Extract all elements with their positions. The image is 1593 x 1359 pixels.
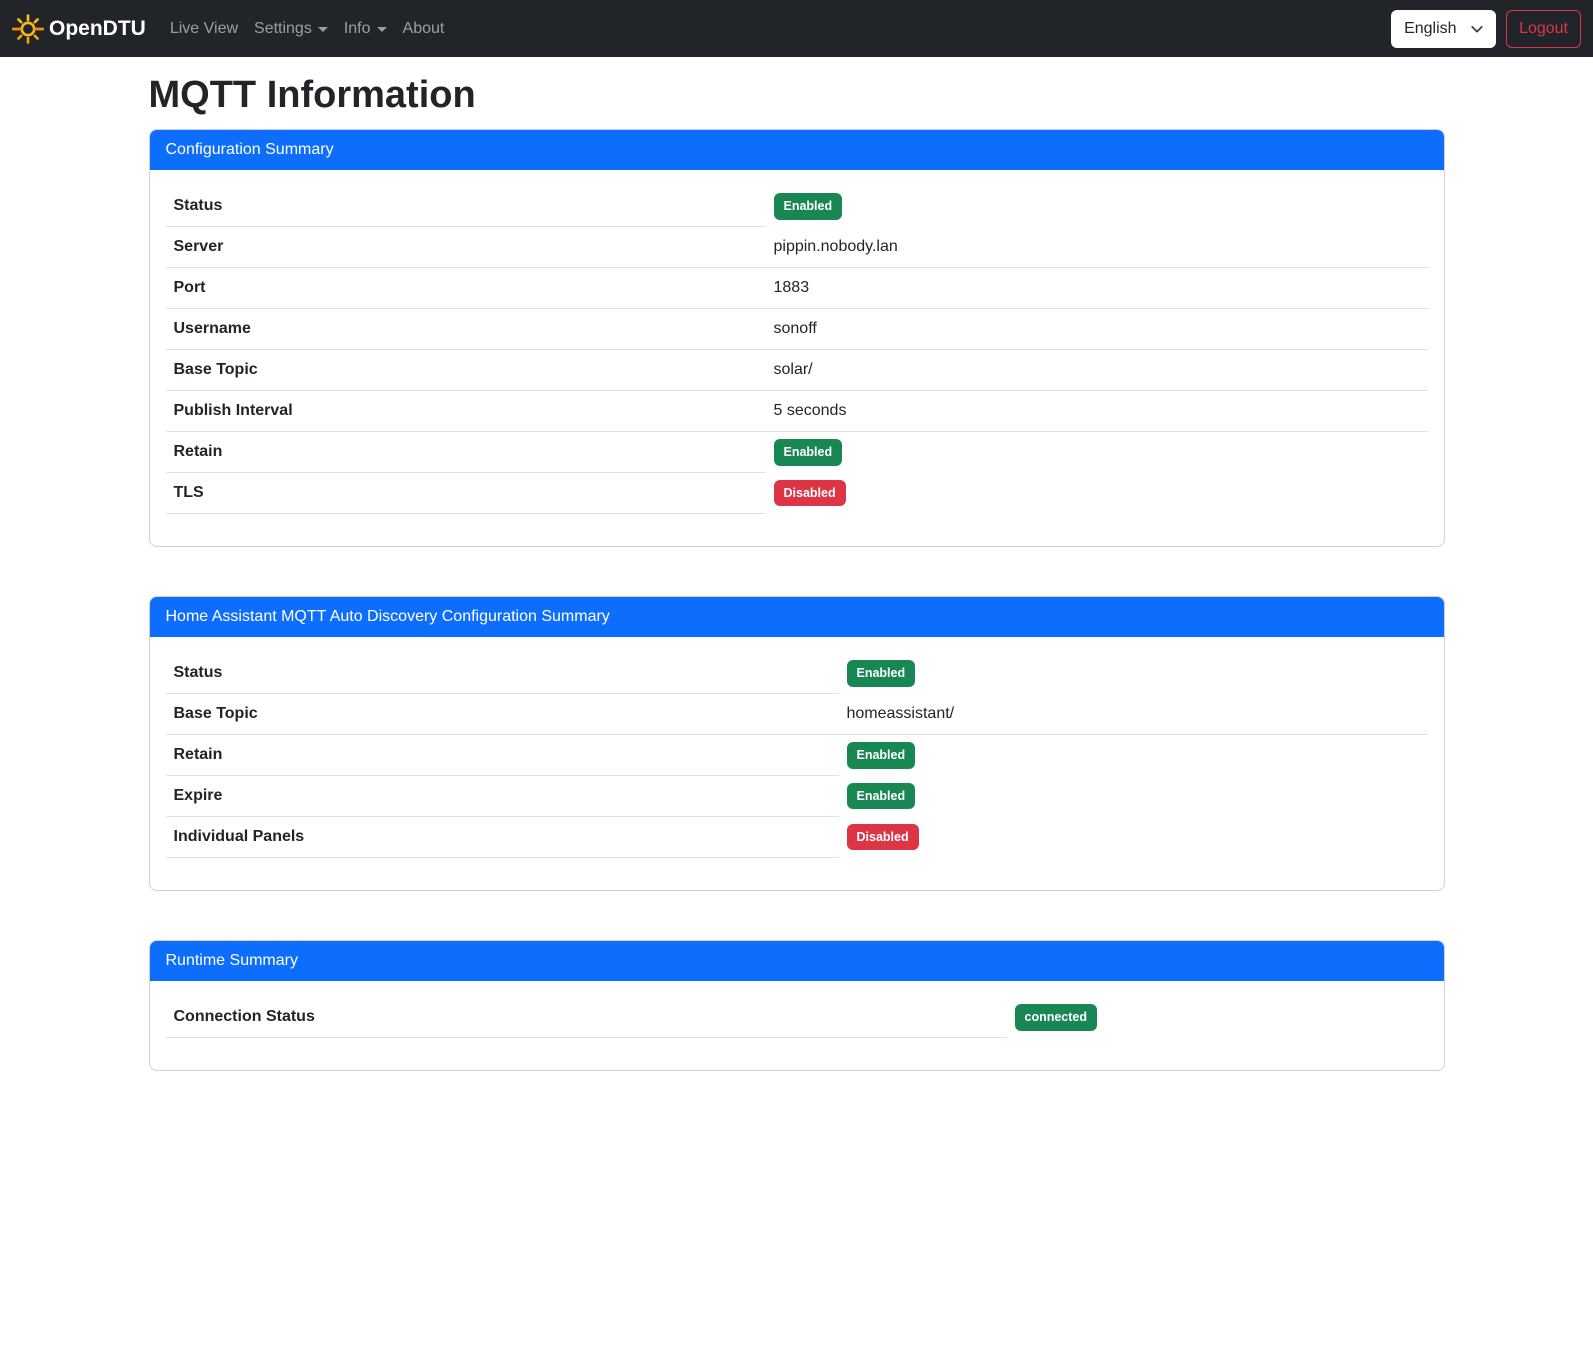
status-badge: Enabled — [846, 782, 916, 810]
card-body: Status Enabled Server pippin.nobody.lan … — [150, 170, 1444, 546]
table-row-status: Status Enabled — [165, 653, 1428, 694]
card-header: Configuration Summary — [149, 130, 1444, 170]
navbar: OpenDTU Live View Settings Info About En… — [0, 0, 1593, 57]
table-row-server: Server pippin.nobody.lan — [165, 226, 1428, 268]
status-badge: connected — [1014, 1004, 1098, 1031]
row-label: Username — [165, 308, 766, 350]
table-row-expire: Expire Enabled — [165, 775, 1428, 817]
page-title: MQTT Information — [148, 74, 476, 116]
row-value: solar/ — [765, 349, 1428, 391]
row-label: Retain — [165, 431, 766, 473]
ha-auto-discovery-card: Home Assistant MQTT Auto Discovery Confi… — [148, 596, 1445, 891]
row-label: Port — [165, 267, 766, 309]
card-title: Configuration Summary — [165, 141, 334, 158]
row-label: Base Topic — [165, 693, 839, 735]
navbar-right: English Logout — [1391, 9, 1581, 48]
nav-item-live-view[interactable]: Live View — [169, 19, 239, 37]
configuration-summary-card: Configuration Summary Status Enabled Ser… — [148, 129, 1445, 547]
card-body: Connection Status connected — [150, 981, 1444, 1070]
language-selected-value: English — [1404, 19, 1457, 37]
status-badge: Disabled — [773, 479, 846, 507]
status-badge: Enabled — [846, 742, 916, 769]
table-row-individual-panels: Individual Panels Disabled — [165, 816, 1428, 858]
logout-button[interactable]: Logout — [1506, 9, 1581, 48]
card-header: Runtime Summary — [149, 941, 1444, 981]
row-label: Publish Interval — [165, 390, 766, 432]
nav-item-info[interactable]: Info — [336, 12, 395, 46]
sun-icon — [12, 13, 44, 45]
dropdown-caret-icon — [376, 27, 387, 32]
table-row-connection-status: Connection Status connected — [165, 997, 1428, 1038]
dropdown-caret-icon — [317, 27, 328, 32]
card-title: Runtime Summary — [165, 952, 298, 969]
row-label: Status — [165, 186, 766, 227]
card-header: Home Assistant MQTT Auto Discovery Confi… — [149, 597, 1444, 637]
brand-link[interactable]: OpenDTU — [12, 13, 146, 45]
table-row-retain: Retain Enabled — [165, 734, 1428, 776]
nav-item-settings[interactable]: Settings — [246, 12, 336, 46]
table-row-port: Port 1883 — [165, 267, 1428, 309]
runtime-summary-card: Runtime Summary Connection Status connec… — [148, 940, 1445, 1071]
main-content: MQTT Information Configuration Summary S… — [148, 57, 1445, 1071]
row-label: Base Topic — [165, 349, 766, 391]
table-row-username: Username sonoff — [165, 308, 1428, 350]
row-label: Connection Status — [165, 997, 1007, 1038]
table-row-status: Status Enabled — [165, 186, 1428, 227]
runtime-summary-table: Connection Status connected — [165, 997, 1428, 1038]
table-row-base-topic: Base Topic homeassistant/ — [165, 693, 1428, 735]
table-row-publish-interval: Publish Interval 5 seconds — [165, 390, 1428, 432]
status-badge: Disabled — [846, 823, 919, 851]
row-value: pippin.nobody.lan — [765, 226, 1428, 268]
chevron-down-icon — [1470, 22, 1484, 36]
language-select[interactable]: English — [1391, 9, 1497, 48]
card-body: Status Enabled Base Topic homeassistant/… — [150, 637, 1444, 890]
row-label: Status — [165, 653, 839, 694]
row-label: Retain — [165, 734, 839, 776]
row-value: homeassistant/ — [838, 693, 1428, 735]
nav-links: Live View Settings Info About — [162, 12, 453, 46]
row-label: Individual Panels — [165, 816, 839, 858]
status-badge: Enabled — [846, 660, 916, 687]
row-label: Server — [165, 226, 766, 268]
table-row-retain: Retain Enabled — [165, 431, 1428, 473]
nav-item-about[interactable]: About — [402, 19, 445, 37]
brand-text: OpenDTU — [49, 16, 146, 40]
status-badge: Enabled — [773, 439, 843, 466]
row-value: 5 seconds — [765, 390, 1428, 432]
row-label: TLS — [165, 472, 766, 514]
card-title: Home Assistant MQTT Auto Discovery Confi… — [165, 608, 610, 625]
status-badge: Enabled — [773, 193, 843, 220]
table-row-base-topic: Base Topic solar/ — [165, 349, 1428, 391]
configuration-summary-table: Status Enabled Server pippin.nobody.lan … — [165, 186, 1428, 514]
row-label: Expire — [165, 775, 839, 817]
row-value: 1883 — [765, 267, 1428, 309]
ha-auto-discovery-table: Status Enabled Base Topic homeassistant/… — [165, 653, 1428, 858]
row-value: sonoff — [765, 308, 1428, 350]
table-row-tls: TLS Disabled — [165, 472, 1428, 514]
